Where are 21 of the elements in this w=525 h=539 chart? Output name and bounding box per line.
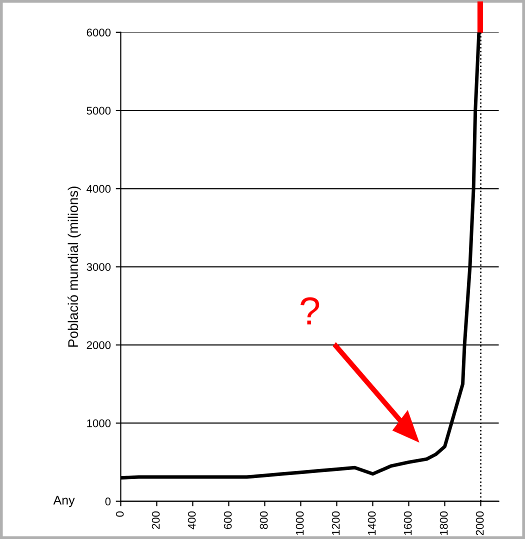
x-tick-label: 1200 (332, 511, 340, 535)
x-tick-label: 200 (152, 511, 160, 529)
x-tick-label: 400 (188, 511, 196, 530)
x-tick-label: 0 (116, 511, 124, 517)
x-tick-label: 600 (224, 511, 232, 529)
y-tick-label: 0 (105, 498, 111, 506)
x-tick-label: 1400 (368, 511, 376, 535)
y-tick-label: 3000 (86, 263, 111, 271)
y-tick-label: 1000 (87, 419, 111, 428)
x-tick-label: 1600 (404, 511, 412, 535)
annotation: ? (300, 297, 320, 324)
x-tick-label: 800 (260, 511, 268, 530)
x-tick-label: 1000 (296, 511, 304, 535)
y-tick-label: 4000 (86, 184, 111, 193)
y-tick-label: 6000 (86, 28, 111, 36)
y-tick-label: 5000 (86, 106, 111, 115)
x-tick-label: 2000 (476, 511, 484, 536)
y-tick-label: 2000 (86, 341, 111, 350)
x-axis-title: Any (53, 496, 75, 508)
x-tick-label: 1800 (440, 511, 448, 535)
y-axis-title: Població mundial (milions) (68, 186, 81, 347)
